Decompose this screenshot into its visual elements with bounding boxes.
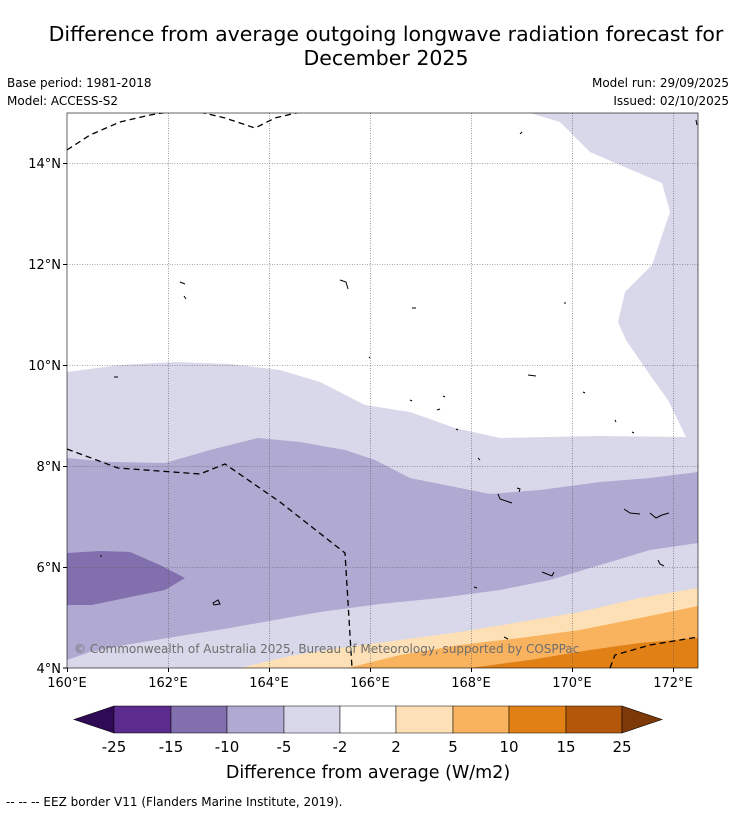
colorbar-swatch bbox=[508, 705, 567, 734]
meta-right: Model run: 29/09/2025 Issued: 02/10/2025 bbox=[592, 74, 729, 110]
colorbar: -25 -15 -10 -5 -2 2 5 10 15 25 Differenc… bbox=[73, 705, 663, 783]
lat-tick-label: 10°N bbox=[28, 359, 61, 374]
colorbar-arrow-high bbox=[621, 705, 663, 734]
lat-tick-label: 4°N bbox=[37, 662, 62, 677]
shade-minus10-minus15 bbox=[67, 551, 185, 605]
colorbar-ticks: -25 -15 -10 -5 -2 2 5 10 15 25 bbox=[102, 738, 632, 756]
colorbar-tick-label: 2 bbox=[391, 738, 401, 756]
colorbar-swatch bbox=[226, 705, 285, 734]
colorbar-tick-label: 25 bbox=[612, 738, 631, 756]
issued-date: Issued: 02/10/2025 bbox=[613, 94, 729, 108]
shade-minus5-minus10 bbox=[67, 438, 698, 660]
lat-tick-label: 8°N bbox=[37, 460, 62, 475]
shade-plus10-plus15 bbox=[470, 638, 698, 668]
colorbar-tick-label: -10 bbox=[215, 738, 240, 756]
map-title-line2: December 2025 bbox=[303, 46, 469, 70]
lon-tick-label: 168°E bbox=[451, 676, 491, 691]
lon-tick-label: 162°E bbox=[148, 676, 188, 691]
islands bbox=[100, 119, 698, 640]
model-name: Model: ACCESS-S2 bbox=[7, 94, 119, 108]
colorbar-swatch bbox=[339, 705, 397, 734]
lat-tick-label: 14°N bbox=[28, 157, 61, 172]
graticule bbox=[67, 113, 698, 668]
copyright-notice: © Commonwealth of Australia 2025, Bureau… bbox=[74, 642, 579, 656]
eez-borders bbox=[67, 113, 698, 668]
map-frame bbox=[66, 112, 699, 669]
colorbar-swatch bbox=[395, 705, 454, 734]
colorbar-swatch bbox=[113, 705, 172, 734]
lon-tick-label: 166°E bbox=[350, 676, 390, 691]
map-area: © Commonwealth of Australia 2025, Bureau… bbox=[67, 113, 698, 668]
colorbar-tick-label: -5 bbox=[277, 738, 292, 756]
colorbar-swatch bbox=[452, 705, 510, 734]
colorbar-tick-label: -25 bbox=[102, 738, 127, 756]
lon-axis: 160°E 162°E 164°E 166°E 168°E 170°E 172°… bbox=[47, 668, 693, 691]
eez-legend-note: -- -- -- EEZ border V11 (Flanders Marine… bbox=[6, 795, 343, 809]
colorbar-tick-label: -15 bbox=[159, 738, 184, 756]
colorbar-swatch bbox=[565, 705, 623, 734]
lat-axis: 14°N 12°N 10°N 8°N 6°N 4°N bbox=[28, 157, 67, 677]
colorbar-label: Difference from average (W/m2) bbox=[226, 763, 510, 783]
lon-tick-label: 172°E bbox=[653, 676, 693, 691]
base-period: Base period: 1981-2018 bbox=[7, 76, 152, 90]
lon-tick-label: 160°E bbox=[47, 676, 87, 691]
map-title: Difference from average outgoing longwav… bbox=[0, 22, 736, 70]
colorbar-tick-label: 10 bbox=[499, 738, 518, 756]
colorbar-swatch bbox=[170, 705, 228, 734]
model-run: Model run: 29/09/2025 bbox=[591, 76, 729, 90]
meta-left: Base period: 1981-2018 Model: ACCESS-S2 bbox=[7, 74, 152, 110]
lon-tick-label: 170°E bbox=[552, 676, 592, 691]
colorbar-tick-label: 5 bbox=[448, 738, 458, 756]
colorbar-swatch bbox=[283, 705, 341, 734]
lat-tick-label: 12°N bbox=[28, 258, 61, 273]
map-title-line1: Difference from average outgoing longwav… bbox=[48, 22, 724, 46]
colorbar-arrow-low bbox=[73, 705, 115, 734]
colorbar-tick-label: 15 bbox=[556, 738, 575, 756]
lon-tick-label: 164°E bbox=[249, 676, 289, 691]
lat-tick-label: 6°N bbox=[37, 561, 62, 576]
colorbar-tick-label: -2 bbox=[333, 738, 348, 756]
